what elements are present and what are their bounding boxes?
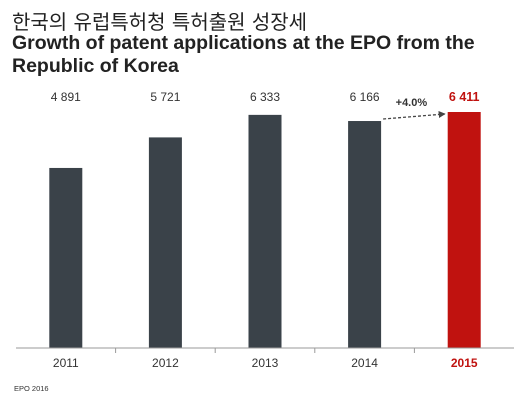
x-tick-label-2013: 2013 xyxy=(252,356,279,370)
value-label-2014: 6 166 xyxy=(350,90,380,104)
value-label-2011: 4 891 xyxy=(51,90,81,104)
bar-2015 xyxy=(447,112,481,348)
source-note: EPO 2016 xyxy=(14,384,49,393)
value-label-2013: 6 333 xyxy=(250,90,280,104)
x-tick-label-2011: 2011 xyxy=(53,356,79,370)
x-tick-label-2012: 2012 xyxy=(152,356,179,370)
x-tick-label-2014: 2014 xyxy=(351,356,378,370)
x-tick-label-2015: 2015 xyxy=(451,356,478,370)
growth-arrow xyxy=(383,110,446,120)
bar-2012 xyxy=(148,137,182,348)
bar-2014 xyxy=(348,121,382,348)
page-title-english: Growth of patent applications at the EPO… xyxy=(12,32,475,77)
value-label-2012: 5 721 xyxy=(150,90,180,104)
value-label-2015: 6 411 xyxy=(449,90,480,104)
page-title-korean: 한국의 유럽특허청 특허출원 성장세 xyxy=(12,10,308,34)
x-tick-labels: 2011 2012 2013 2014 2015 xyxy=(53,356,478,370)
growth-annotation: +4.0% xyxy=(396,97,428,109)
bar-2011 xyxy=(49,167,83,348)
value-labels: 4 891 5 721 6 333 6 166 6 411 xyxy=(51,90,480,104)
bars xyxy=(49,112,481,349)
bar-2013 xyxy=(248,114,282,349)
